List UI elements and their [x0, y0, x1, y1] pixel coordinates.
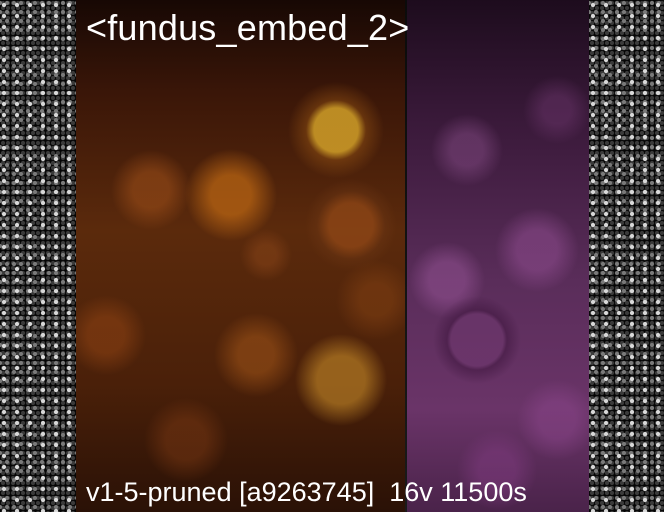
settings-label: 16v 11500s	[389, 477, 527, 507]
purple-texture-image	[407, 0, 589, 512]
right-glitter-border	[589, 0, 664, 512]
generation-caption: v1-5-pruned [a9263745] 16v 11500s	[86, 476, 527, 508]
orange-texture-image	[76, 0, 407, 512]
embedding-title: <fundus_embed_2>	[86, 7, 410, 48]
panel-divider	[405, 0, 408, 512]
left-glitter-border	[0, 0, 76, 512]
model-label: v1-5-pruned [a9263745]	[86, 477, 375, 507]
